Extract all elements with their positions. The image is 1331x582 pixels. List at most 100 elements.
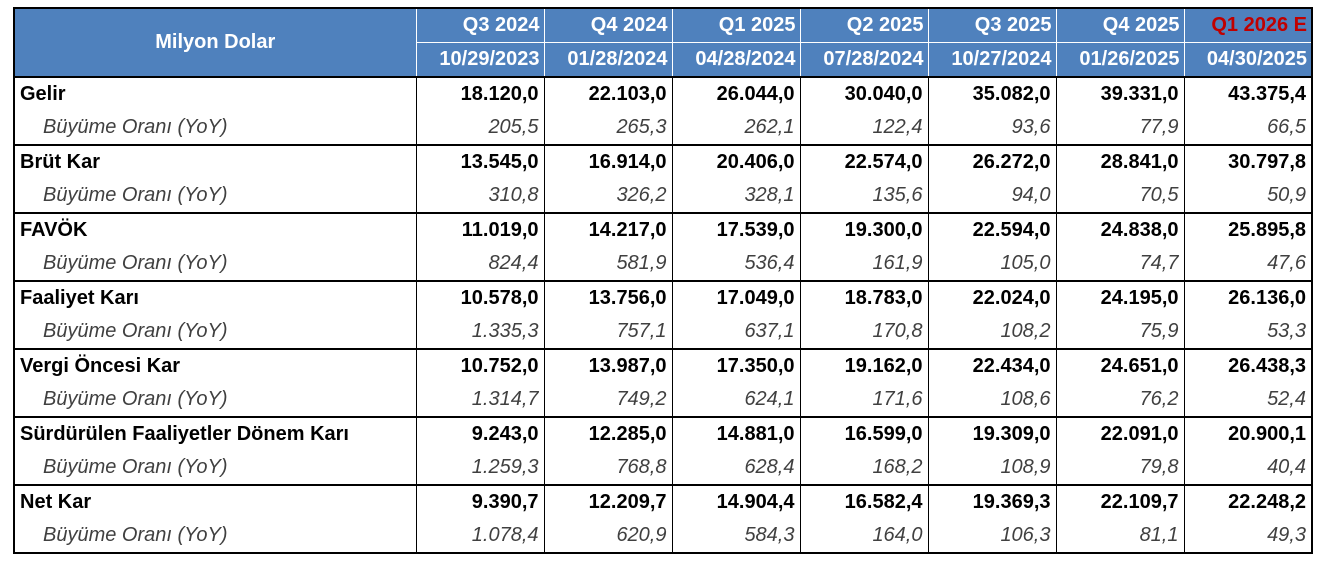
metric-value: 19.300,0 xyxy=(799,212,928,247)
growth-value: 106,3 xyxy=(927,519,1056,553)
growth-value: 628,4 xyxy=(671,451,800,485)
growth-value: 122,4 xyxy=(799,111,928,145)
growth-value: 328,1 xyxy=(671,179,800,213)
metric-value: 13.545,0 xyxy=(415,144,544,179)
metric-label: Net Kar xyxy=(14,484,416,519)
growth-label: Büyüme Oranı (YoY) xyxy=(43,116,228,138)
growth-value: 757,1 xyxy=(543,315,672,349)
header-date: 04/30/2025 xyxy=(1183,42,1312,77)
metric-value: 10.752,0 xyxy=(415,348,544,383)
growth-value: 170,8 xyxy=(799,315,928,349)
growth-value: 584,3 xyxy=(671,519,800,553)
financial-table-container: Milyon Dolar Q3 2024 Q4 2024 Q1 2025 Q2 … xyxy=(13,7,1313,554)
metric-value: 11.019,0 xyxy=(415,212,544,247)
header-quarter: Q2 2025 xyxy=(799,8,928,43)
growth-value: 108,2 xyxy=(927,315,1056,349)
table-header: Milyon Dolar Q3 2024 Q4 2024 Q1 2025 Q2 … xyxy=(14,8,1312,77)
table-row-metric: Gelir 18.120,0 22.103,0 26.044,0 30.040,… xyxy=(14,76,1312,111)
header-date: 07/28/2024 xyxy=(799,42,928,77)
growth-value: 262,1 xyxy=(671,111,800,145)
table-row-metric: Net Kar 9.390,7 12.209,7 14.904,4 16.582… xyxy=(14,484,1312,519)
header-quarter: Q3 2024 xyxy=(415,8,544,43)
growth-value: 168,2 xyxy=(799,451,928,485)
metric-value: 16.582,4 xyxy=(799,484,928,519)
metric-value: 13.756,0 xyxy=(543,280,672,315)
metric-value: 19.369,3 xyxy=(927,484,1056,519)
growth-value: 135,6 xyxy=(799,179,928,213)
corner-label: Milyon Dolar xyxy=(14,8,416,77)
metric-value: 19.162,0 xyxy=(799,348,928,383)
growth-value: 164,0 xyxy=(799,519,928,553)
growth-value: 1.259,3 xyxy=(415,451,544,485)
metric-value: 39.331,0 xyxy=(1055,76,1184,111)
header-date: 04/28/2024 xyxy=(671,42,800,77)
header-row-quarters: Milyon Dolar Q3 2024 Q4 2024 Q1 2025 Q2 … xyxy=(14,8,1312,77)
metric-value: 20.406,0 xyxy=(671,144,800,179)
header-quarter-estimate: Q1 2026 E xyxy=(1183,8,1312,43)
metric-value: 19.309,0 xyxy=(927,416,1056,451)
metric-value: 26.136,0 xyxy=(1183,280,1312,315)
metric-value: 12.285,0 xyxy=(543,416,672,451)
growth-label: Büyüme Oranı (YoY) xyxy=(43,456,228,478)
metric-value: 30.040,0 xyxy=(799,76,928,111)
growth-value: 265,3 xyxy=(543,111,672,145)
metric-value: 28.841,0 xyxy=(1055,144,1184,179)
metric-value: 30.797,8 xyxy=(1183,144,1312,179)
metric-value: 17.539,0 xyxy=(671,212,800,247)
metric-value: 22.574,0 xyxy=(799,144,928,179)
header-quarter: Q1 2025 xyxy=(671,8,800,43)
growth-value: 49,3 xyxy=(1183,519,1312,553)
table-row-metric: Brüt Kar 13.545,0 16.914,0 20.406,0 22.5… xyxy=(14,144,1312,179)
growth-value: 40,4 xyxy=(1183,451,1312,485)
table-row-metric: FAVÖK 11.019,0 14.217,0 17.539,0 19.300,… xyxy=(14,212,1312,247)
header-date: 01/26/2025 xyxy=(1055,42,1184,77)
growth-value: 93,6 xyxy=(927,111,1056,145)
metric-value: 22.594,0 xyxy=(927,212,1056,247)
metric-value: 9.390,7 xyxy=(415,484,544,519)
growth-value: 108,9 xyxy=(927,451,1056,485)
metric-value: 18.783,0 xyxy=(799,280,928,315)
growth-value: 205,5 xyxy=(415,111,544,145)
header-date: 10/29/2023 xyxy=(415,42,544,77)
table-row-growth: Büyüme Oranı (YoY) 1.314,7 749,2 624,1 1… xyxy=(14,383,1312,417)
growth-value: 77,9 xyxy=(1055,111,1184,145)
growth-label: Büyüme Oranı (YoY) xyxy=(43,388,228,410)
growth-value: 581,9 xyxy=(543,247,672,281)
metric-value: 13.987,0 xyxy=(543,348,672,383)
header-row-dates: 10/29/2023 01/28/2024 04/28/2024 07/28/2… xyxy=(14,42,1312,77)
metric-value: 14.217,0 xyxy=(543,212,672,247)
header-date: 01/28/2024 xyxy=(543,42,672,77)
metric-value: 24.195,0 xyxy=(1055,280,1184,315)
growth-value: 824,4 xyxy=(415,247,544,281)
metric-value: 16.914,0 xyxy=(543,144,672,179)
metric-value: 17.049,0 xyxy=(671,280,800,315)
header-quarter: Q3 2025 xyxy=(927,8,1056,43)
growth-label: Büyüme Oranı (YoY) xyxy=(43,184,228,206)
growth-value: 50,9 xyxy=(1183,179,1312,213)
metric-value: 17.350,0 xyxy=(671,348,800,383)
metric-label: Gelir xyxy=(14,76,416,111)
metric-value: 22.091,0 xyxy=(1055,416,1184,451)
metric-value: 25.895,8 xyxy=(1183,212,1312,247)
metric-value: 22.434,0 xyxy=(927,348,1056,383)
growth-value: 310,8 xyxy=(415,179,544,213)
table-row-metric: Sürdürülen Faaliyetler Dönem Karı 9.243,… xyxy=(14,416,1312,451)
growth-value: 70,5 xyxy=(1055,179,1184,213)
growth-value: 326,2 xyxy=(543,179,672,213)
growth-value: 94,0 xyxy=(927,179,1056,213)
metric-value: 22.109,7 xyxy=(1055,484,1184,519)
growth-value: 768,8 xyxy=(543,451,672,485)
table-row-growth: Büyüme Oranı (YoY) 1.078,4 620,9 584,3 1… xyxy=(14,519,1312,553)
growth-label: Büyüme Oranı (YoY) xyxy=(43,252,228,274)
growth-value: 1.314,7 xyxy=(415,383,544,417)
table-row-growth: Büyüme Oranı (YoY) 310,8 326,2 328,1 135… xyxy=(14,179,1312,213)
table-row-growth: Büyüme Oranı (YoY) 1.259,3 768,8 628,4 1… xyxy=(14,451,1312,485)
growth-value: 108,6 xyxy=(927,383,1056,417)
metric-value: 43.375,4 xyxy=(1183,76,1312,111)
growth-value: 171,6 xyxy=(799,383,928,417)
metric-value: 35.082,0 xyxy=(927,76,1056,111)
financial-summary-table: Milyon Dolar Q3 2024 Q4 2024 Q1 2025 Q2 … xyxy=(13,7,1313,554)
metric-label: Sürdürülen Faaliyetler Dönem Karı xyxy=(14,416,416,451)
growth-value: 74,7 xyxy=(1055,247,1184,281)
table-row-metric: Vergi Öncesi Kar 10.752,0 13.987,0 17.35… xyxy=(14,348,1312,383)
